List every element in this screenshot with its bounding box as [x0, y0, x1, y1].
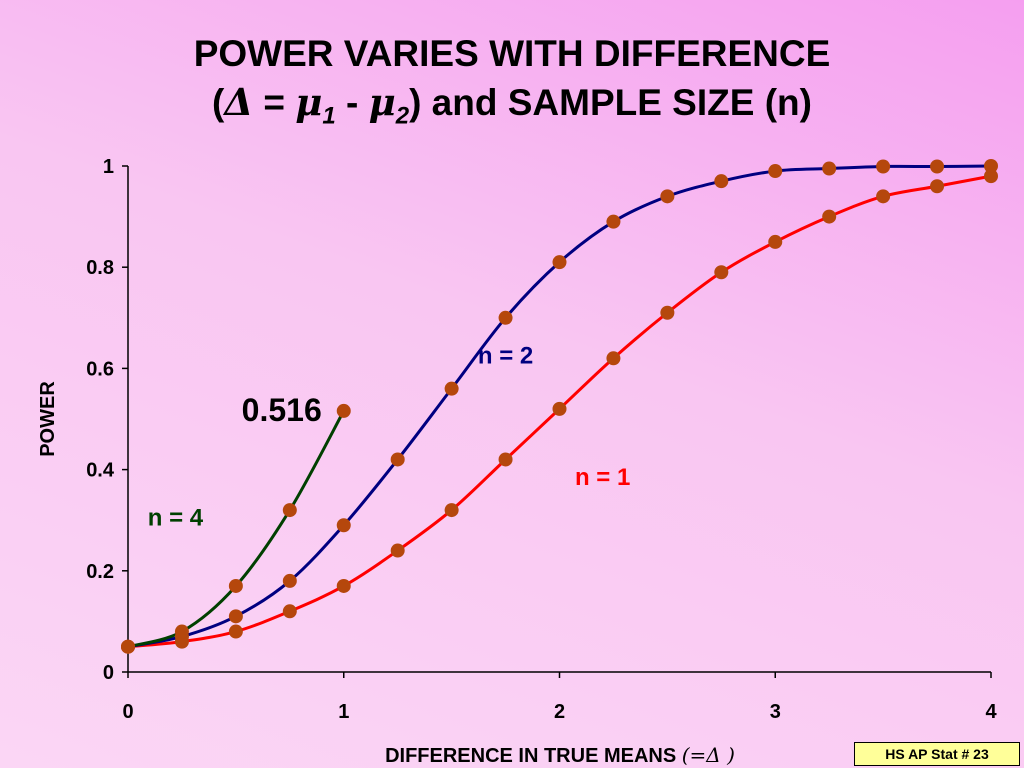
- data-point-n2: [498, 310, 513, 325]
- data-point-n2: [606, 214, 621, 229]
- data-point-n1: [606, 351, 621, 366]
- x-tick-label: 2: [554, 701, 565, 723]
- data-point-n2: [552, 255, 567, 270]
- data-point-n2: [390, 452, 405, 467]
- y-tick-label: 1: [103, 156, 114, 178]
- subscript-1: 1: [322, 102, 336, 130]
- title-minus: -: [335, 82, 369, 123]
- y-axis-title: POWER: [37, 381, 59, 457]
- data-point-n2: [444, 381, 459, 396]
- series-label-n4: n = 4: [148, 504, 204, 531]
- x-tick-label: 4: [985, 701, 997, 723]
- x-axis-title-text: DIFFERENCE IN TRUE MEANS: [385, 745, 682, 767]
- data-point-n1: [930, 179, 945, 194]
- annotation-power-value: 0.516: [242, 392, 322, 428]
- data-point-n4: [228, 578, 243, 593]
- data-point-n2: [876, 159, 891, 174]
- chart-labels: n = 1 n = 2 n = 4 0.516: [148, 342, 631, 531]
- x-tick-label: 1: [338, 701, 349, 723]
- data-point-n1: [984, 169, 998, 184]
- series-label-n2: n = 2: [478, 342, 533, 369]
- y-tick-label: 0.4: [86, 460, 115, 482]
- title-line-2: (Δ = μ1 - μ2) and SAMPLE SIZE (n): [0, 78, 1024, 140]
- mu-symbol-1: μ: [295, 80, 323, 124]
- data-point-n1: [768, 234, 783, 249]
- data-point-n1: [390, 543, 405, 558]
- subscript-2: 2: [395, 102, 410, 130]
- data-point-n4: [336, 403, 351, 418]
- data-point-n1: [444, 503, 459, 518]
- y-tick-label: 0.6: [86, 358, 114, 380]
- data-point-n1: [660, 305, 675, 320]
- data-point-n1: [822, 209, 837, 224]
- y-tick-label: 0: [103, 662, 114, 684]
- title-open-paren: (: [212, 82, 225, 123]
- y-tick-label: 0.2: [86, 561, 114, 583]
- data-point-n2: [228, 609, 243, 624]
- x-axis-title-delta: (=Δ ): [682, 743, 735, 767]
- axes: 0 0.2 0.4 0.6 0.8 1 0 1 2 3 4 POWER DIFFERENCE IN TR…: [37, 156, 997, 767]
- series-line-n4: [127, 410, 346, 649]
- x-axis-title: DIFFERENCE IN TRUE MEANS (=Δ ): [385, 743, 735, 767]
- data-point-n2: [930, 159, 945, 174]
- slide-title: POWER VARIES WITH DIFFERENCE (Δ = μ1 - μ…: [0, 30, 1024, 140]
- delta-symbol: Δ: [224, 80, 254, 124]
- slide-badge: HS AP Stat # 23: [854, 742, 1020, 766]
- data-point-n2: [768, 164, 783, 179]
- title-line-1: POWER VARIES WITH DIFFERENCE: [193, 33, 831, 74]
- data-point-n4: [282, 503, 297, 518]
- title-rest: ) and SAMPLE SIZE (n): [409, 82, 812, 123]
- x-tick-label: 3: [770, 701, 781, 723]
- data-point-n2: [660, 189, 675, 204]
- title-equals: =: [253, 82, 296, 123]
- data-point-n1: [552, 401, 567, 416]
- data-point-n2: [714, 174, 729, 189]
- data-point-n2: [336, 518, 351, 533]
- series-points: [121, 159, 998, 654]
- data-point-n1: [282, 604, 297, 619]
- data-point-n4: [121, 639, 135, 654]
- y-tick-label: 0.8: [86, 257, 114, 279]
- mu-symbol-2: μ: [368, 80, 396, 124]
- data-point-n2: [822, 161, 837, 176]
- data-point-n4: [174, 624, 189, 639]
- data-point-n1: [876, 189, 891, 204]
- data-point-n1: [498, 452, 513, 467]
- data-point-n1: [228, 624, 243, 639]
- data-point-n1: [714, 265, 729, 280]
- series-label-n1: n = 1: [575, 464, 630, 491]
- data-point-n2: [984, 159, 998, 173]
- data-point-n2: [282, 573, 297, 588]
- x-tick-label: 0: [122, 701, 133, 723]
- data-point-n1: [336, 578, 351, 593]
